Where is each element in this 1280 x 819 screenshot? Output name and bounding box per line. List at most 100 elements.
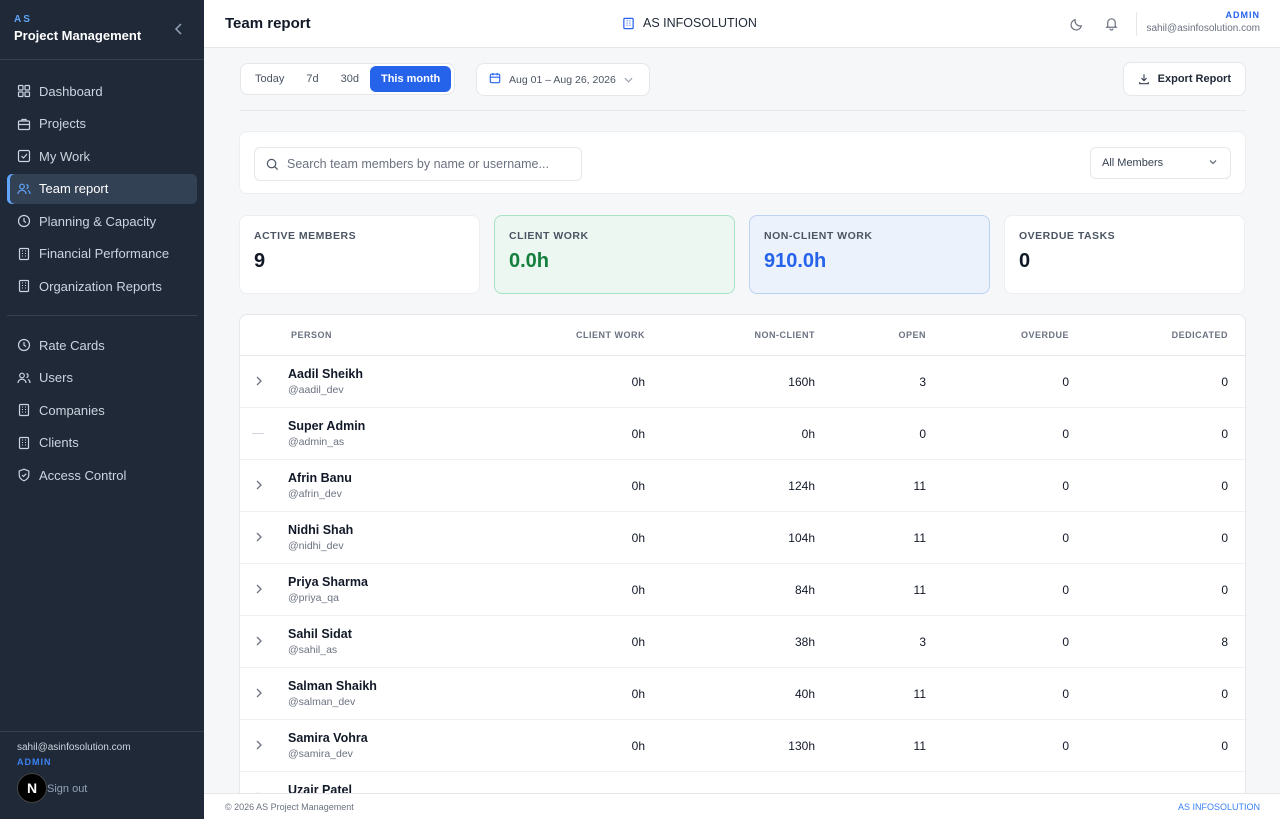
stat-value: 0 — [1019, 250, 1031, 272]
cell-dedicated: 8 — [1221, 635, 1228, 649]
date-range-label: Aug 01 – Aug 26, 2026 — [509, 73, 616, 86]
cell-overdue: 0 — [1062, 635, 1069, 649]
sidebar-item-organization-reports[interactable]: Organization Reports — [7, 271, 197, 301]
person-username: @admin_as — [288, 436, 345, 448]
footer-brand-link[interactable]: AS INFOSOLUTION — [1177, 802, 1260, 812]
n-badge[interactable]: N — [17, 773, 47, 803]
table-row[interactable]: Priya Sharma @priya_qa 0h 84h 11 0 0 — [240, 564, 1245, 616]
sidebar-item-label: Access Control — [39, 467, 127, 483]
member-filter-select[interactable]: All Members — [1090, 147, 1231, 179]
briefcase-icon — [17, 117, 31, 131]
stat-label: OVERDUE TASKS — [1019, 230, 1116, 242]
search-box — [254, 147, 582, 181]
sidebar-item-companies[interactable]: Companies — [7, 395, 197, 425]
building-icon — [623, 17, 634, 29]
table-row[interactable]: Salman Shaikh @salman_dev 0h 40h 11 0 0 — [240, 668, 1245, 720]
sidebar-item-dashboard[interactable]: Dashboard — [7, 76, 197, 106]
sidebar-divider — [7, 315, 197, 316]
date-range-tabs: Today 7d 30d This month — [240, 63, 456, 95]
range-tab-7d[interactable]: 7d — [306, 73, 319, 85]
cell-overdue: 0 — [1062, 375, 1069, 389]
users-icon — [17, 371, 31, 385]
person-username: @samira_dev — [288, 748, 353, 760]
stat-label: CLIENT WORK — [509, 230, 589, 242]
cell-client: 0h — [631, 479, 645, 493]
cell-open: 3 — [919, 635, 926, 649]
chevron-right-icon[interactable] — [252, 582, 266, 596]
sidebar-item-my-work[interactable]: My Work — [7, 141, 197, 171]
download-icon — [1138, 74, 1149, 85]
sidebar-item-label: Users — [39, 370, 73, 385]
brand-logo-text: AS — [14, 14, 32, 25]
table-row[interactable]: Samira Vohra @samira_dev 0h 130h 11 0 0 — [240, 720, 1245, 772]
range-tab-today[interactable]: Today — [255, 73, 285, 85]
sidebar-item-label: Projects — [39, 116, 86, 131]
chevron-down-icon — [1208, 157, 1218, 170]
bell-icon[interactable] — [1104, 16, 1120, 32]
stat-active-members: ACTIVE MEMBERS 9 — [239, 215, 480, 294]
building-icon — [17, 279, 31, 293]
sidebar-item-label: Companies — [39, 402, 105, 418]
person-name: Nidhi Shah — [288, 523, 354, 537]
sidebar-user-email: sahil@asinfosolution.com — [17, 742, 131, 753]
stat-client-work: CLIENT WORK 0.0h — [494, 215, 735, 294]
brand: AS Project Management — [0, 0, 204, 60]
table-row[interactable]: Sahil Sidat @sahil_as 0h 38h 3 0 8 — [240, 616, 1245, 668]
cell-open: 11 — [913, 583, 926, 597]
sidebar-nav-main: Dashboard Projects My Work Team report Plann… — [0, 60, 204, 301]
export-report-label: Export Report — [1157, 73, 1231, 85]
page-title: Team report — [225, 15, 311, 32]
column-header-open: OPEN — [898, 330, 926, 340]
person-username: @aadil_dev — [288, 384, 344, 396]
sidebar-item-projects[interactable]: Projects — [7, 109, 197, 139]
sidebar-item-team-report[interactable]: Team report — [7, 173, 197, 204]
moon-icon[interactable] — [1070, 16, 1086, 32]
table-row[interactable]: Nidhi Shah @nidhi_dev 0h 104h 11 0 0 — [240, 512, 1245, 564]
cell-dedicated: 0 — [1221, 739, 1228, 753]
search-input[interactable] — [287, 157, 567, 171]
chevron-right-icon[interactable] — [252, 634, 266, 648]
cell-dedicated: 0 — [1221, 583, 1228, 597]
sidebar: AS Project Management Dashboard Projects M… — [0, 0, 204, 819]
chevron-right-icon[interactable] — [252, 530, 266, 544]
check-square-icon — [17, 149, 31, 163]
clock-icon — [17, 338, 31, 352]
person-name: Priya Sharma — [288, 575, 368, 589]
stat-label: NON-CLIENT WORK — [764, 230, 873, 242]
org-name: AS INFOSOLUTION — [622, 16, 757, 30]
page-footer: © 2026 AS Project Management AS INFOSOLU… — [204, 793, 1280, 819]
range-tab-this-month[interactable]: This month — [369, 66, 452, 92]
sidebar-item-label: Team report — [39, 181, 109, 196]
cell-dedicated: 0 — [1221, 375, 1228, 389]
sidebar-item-planning-capacity[interactable]: Planning & Capacity — [7, 206, 197, 236]
sidebar-item-clients[interactable]: Clients — [7, 428, 197, 458]
table-row[interactable]: Uzair Patel — [240, 772, 1245, 793]
header-user[interactable]: ADMIN sahil@asinfosolution.com — [1146, 10, 1260, 34]
cell-dedicated: 0 — [1221, 427, 1228, 441]
chevron-right-icon[interactable] — [252, 686, 266, 700]
sidebar-item-access-control[interactable]: Access Control — [7, 460, 197, 490]
sign-out-button[interactable]: Sign out — [47, 783, 88, 795]
export-report-button[interactable]: Export Report — [1122, 62, 1246, 96]
range-tab-30d[interactable]: 30d — [340, 73, 359, 85]
cell-nonclient: 104h — [788, 531, 815, 545]
member-filter-value: All Members — [1102, 157, 1164, 169]
table-row[interactable]: Super Admin @admin_as 0h 0h 0 0 0 — [240, 408, 1245, 460]
sidebar-item-financial-performance[interactable]: Financial Performance — [7, 239, 197, 269]
building-icon — [17, 247, 31, 261]
date-range-picker[interactable]: Aug 01 – Aug 26, 2026 — [476, 63, 650, 96]
table-row[interactable]: Afrin Banu @afrin_dev 0h 124h 11 0 0 — [240, 460, 1245, 512]
sidebar-item-label: Dashboard — [39, 83, 103, 99]
sidebar-item-users[interactable]: Users — [7, 363, 197, 393]
chevron-right-icon[interactable] — [252, 738, 266, 752]
chevron-left-icon[interactable] — [174, 22, 184, 38]
sidebar-item-rate-cards[interactable]: Rate Cards — [7, 330, 197, 360]
search-icon — [266, 158, 279, 170]
chevron-right-icon[interactable] — [252, 374, 266, 388]
table-row[interactable]: Aadil Sheikh @aadil_dev 0h 160h 3 0 0 — [240, 356, 1245, 408]
person-name: Aadil Sheikh — [288, 367, 364, 381]
cell-nonclient: 130h — [788, 739, 815, 753]
cell-client: 0h — [631, 375, 645, 389]
cell-client: 0h — [631, 739, 645, 753]
chevron-right-icon[interactable] — [252, 478, 266, 492]
